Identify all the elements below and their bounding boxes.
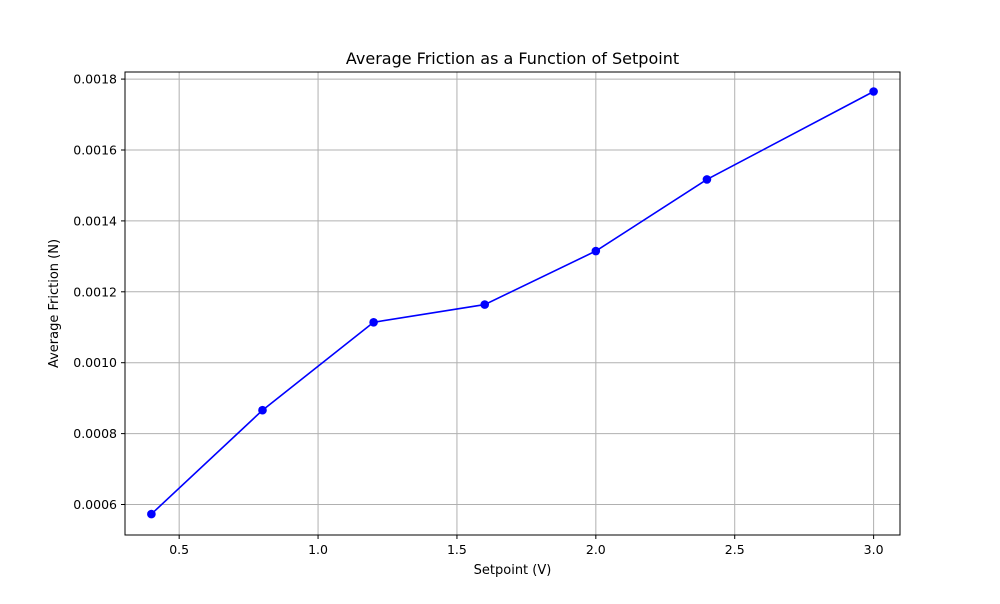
x-tick-label: 0.5	[169, 542, 189, 557]
x-tick-label: 2.0	[586, 542, 606, 557]
series-line	[150, 90, 874, 515]
data-point	[258, 405, 267, 415]
series-layer	[147, 87, 878, 519]
y-tick-label: 0.0010	[73, 355, 117, 370]
y-tick-label: 0.0006	[73, 497, 117, 512]
x-axis-label: Setpoint (V)	[474, 563, 552, 578]
y-tick-label: 0.0008	[73, 426, 117, 441]
y-tick-label: 0.0012	[73, 284, 117, 299]
x-tick-label: 2.5	[725, 542, 745, 557]
y-tick-label: 0.0014	[73, 213, 117, 228]
data-point	[147, 509, 156, 519]
x-tick-label: 3.0	[864, 542, 884, 557]
data-point	[480, 300, 490, 309]
y-tick-label: 0.0016	[73, 142, 117, 157]
data-point	[591, 246, 601, 256]
chart-title: Average Friction as a Function of Setpoi…	[346, 49, 679, 68]
plot-frame	[124, 71, 901, 536]
axis-ticks: 0.5 1.0 1.5 2.0 2.5 3.0 0.0006 0.0008 0.0010 0.00…	[73, 72, 883, 557]
y-tick-label: 0.0018	[73, 72, 117, 87]
data-point	[702, 175, 712, 184]
data-point	[369, 317, 378, 327]
x-tick-label: 1.0	[308, 542, 328, 557]
x-tick-label: 1.5	[447, 542, 467, 557]
y-axis-label: Average Friction (N)	[47, 239, 62, 368]
grid	[125, 72, 900, 535]
data-point	[869, 87, 878, 96]
